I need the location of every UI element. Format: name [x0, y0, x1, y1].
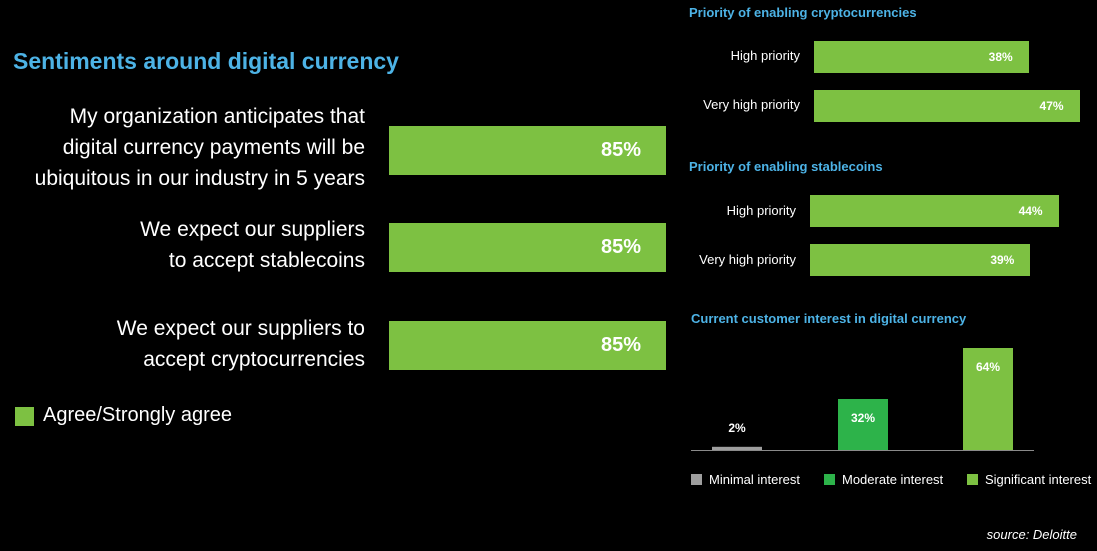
- statement-line: We expect our suppliers to: [116, 317, 365, 340]
- interest-column-significant: [963, 348, 1013, 450]
- sentiment-bar-stablecoins: 85%: [389, 223, 666, 272]
- legend-label: Moderate interest: [842, 472, 944, 487]
- column-value-label: 64%: [976, 360, 1000, 374]
- statement-label-stablecoins: We expect our suppliers to accept stable…: [0, 214, 365, 276]
- statement-label-cryptocurrencies: We expect our suppliers to accept crypto…: [0, 313, 365, 375]
- bar-value-label: 85%: [600, 139, 641, 161]
- statement-line: digital currency payments will be: [62, 136, 365, 159]
- customer-interest-title: Current customer interest in digital cur…: [691, 311, 967, 326]
- bar-value-label: 44%: [1018, 204, 1043, 218]
- bar-value-label: 39%: [990, 253, 1015, 267]
- statement-line: accept cryptocurrencies: [143, 348, 365, 371]
- legend-swatch: [967, 474, 978, 485]
- legend-swatch: [691, 474, 702, 485]
- legend-item-minimal: Minimal interest: [691, 472, 800, 487]
- legend-label: Minimal interest: [709, 472, 801, 487]
- legend-item-significant: Significant interest: [967, 472, 1091, 487]
- crypto-priority-title: Priority of enabling cryptocurrencies: [689, 5, 917, 20]
- statement-line: We expect our suppliers: [140, 218, 365, 241]
- source-note: source: Deloitte: [986, 527, 1077, 542]
- statement-line: My organization anticipates that: [69, 105, 365, 128]
- column-value-label: 32%: [851, 411, 875, 425]
- stablecoin-priority-title: Priority of enabling stablecoins: [689, 159, 883, 174]
- bar-value-label: 85%: [600, 236, 641, 258]
- bar-value-label: 47%: [1039, 99, 1064, 113]
- legend-item-moderate: Moderate interest: [824, 472, 943, 487]
- column-value-label: 2%: [728, 421, 746, 435]
- sentiment-bar-ubiquitous: 85%: [389, 126, 666, 175]
- crypto-priority-bar-high: 38%: [814, 41, 1029, 73]
- sentiment-bar-cryptocurrencies: 85%: [389, 321, 666, 370]
- bar-value-label: 85%: [600, 334, 641, 356]
- stablecoin-category-label: Very high priority: [699, 252, 796, 267]
- statement-line: to accept stablecoins: [168, 249, 365, 272]
- crypto-category-label: High priority: [730, 48, 800, 63]
- statement-label-ubiquitous: My organization anticipates that digital…: [0, 101, 365, 194]
- interest-column-minimal: [712, 446, 762, 450]
- crypto-priority-bar-very-high: 47%: [814, 90, 1080, 122]
- legend-label: Significant interest: [985, 472, 1092, 487]
- crypto-category-label: Very high priority: [703, 97, 800, 112]
- statement-line: ubiquitous in our industry in 5 years: [34, 167, 365, 190]
- stablecoin-priority-bar-very-high: 39%: [810, 244, 1031, 276]
- sentiments-title: Sentiments around digital currency: [13, 48, 399, 74]
- stablecoin-priority-bar-high: 44%: [810, 195, 1059, 227]
- legend-label-agree: Agree/Strongly agree: [43, 404, 233, 426]
- legend-swatch-agree: [15, 407, 34, 426]
- interest-column-moderate: [838, 399, 888, 450]
- stablecoin-category-label: High priority: [726, 203, 796, 218]
- legend-swatch: [824, 474, 835, 485]
- bar-value-label: 38%: [988, 50, 1013, 64]
